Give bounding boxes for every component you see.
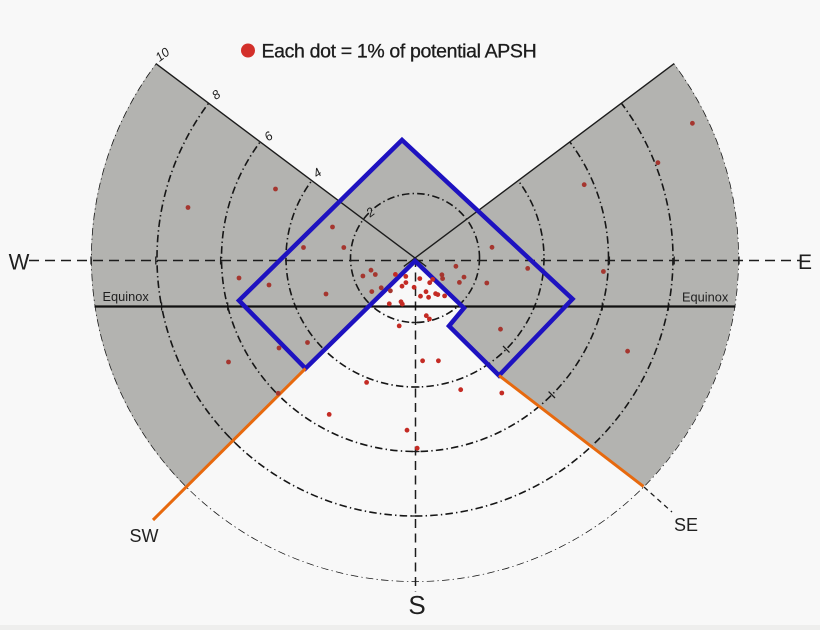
svg-text:SE: SE (674, 515, 698, 535)
svg-text:Equinox: Equinox (682, 290, 729, 305)
svg-text:E: E (798, 251, 812, 274)
svg-text:Each dot = 1% of potential APS: Each dot = 1% of potential APSH (262, 41, 537, 63)
svg-text:10: 10 (153, 45, 173, 65)
svg-text:W: W (9, 250, 30, 275)
svg-text:S: S (408, 590, 425, 620)
svg-text:Equinox: Equinox (103, 289, 150, 304)
svg-text:SW: SW (130, 526, 159, 546)
